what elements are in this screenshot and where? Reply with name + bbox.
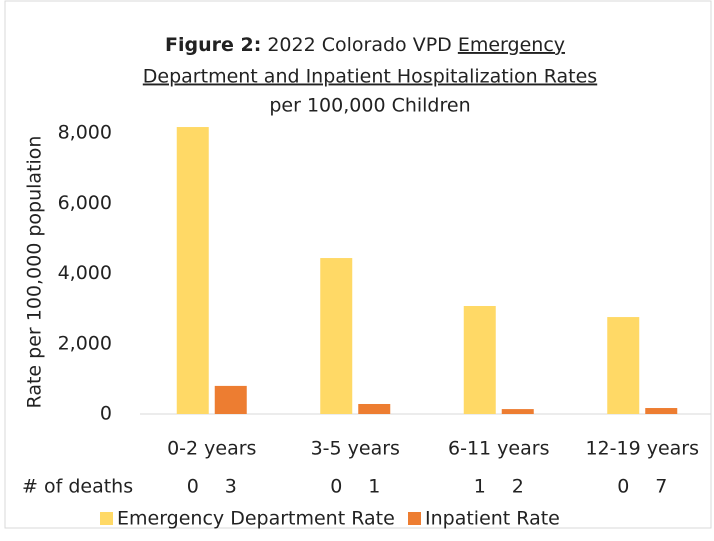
- title-label: Figure 2:: [165, 34, 261, 56]
- bar: [320, 258, 353, 414]
- bar: [358, 403, 391, 414]
- title-subtitle: per 100,000 Children: [269, 95, 470, 117]
- deaths-count: 0: [187, 476, 199, 498]
- deaths-count: 7: [655, 476, 667, 498]
- y-tick-label: 0: [100, 403, 112, 425]
- legend-swatch: [100, 512, 113, 525]
- x-tick-label: 12-19 years: [585, 438, 699, 460]
- chart-frame: [4, 0, 712, 529]
- legend-label: Inpatient Rate: [425, 508, 560, 530]
- bar: [176, 127, 209, 414]
- deaths-count: 2: [512, 476, 524, 498]
- legend-label: Emergency Department Rate: [117, 508, 395, 530]
- bar: [214, 385, 247, 414]
- bar: [645, 408, 678, 414]
- deaths-count: 0: [330, 476, 342, 498]
- y-tick-label: 2,000: [58, 332, 112, 354]
- bar: [607, 317, 640, 414]
- bar: [463, 305, 496, 414]
- title-underlined: Emergency: [458, 34, 565, 56]
- title-underlined: Department and Inpatient Hospitalization…: [143, 66, 597, 88]
- deaths-label: # of deaths: [22, 476, 133, 498]
- y-tick-label: 6,000: [58, 192, 112, 214]
- y-axis-label: Rate per 100,000 population: [24, 136, 46, 409]
- legend-swatch: [408, 512, 421, 525]
- deaths-count: 0: [617, 476, 629, 498]
- x-tick-label: 6-11 years: [448, 438, 549, 460]
- x-tick-label: 3-5 years: [311, 438, 400, 460]
- y-tick-label: 4,000: [58, 262, 112, 284]
- chart-title-line: Figure 2: 2022 Colorado VPD Emergency: [165, 34, 565, 56]
- deaths-count: 1: [474, 476, 486, 498]
- deaths-count: 1: [368, 476, 380, 498]
- x-tick-label: 0-2 years: [167, 438, 256, 460]
- bar: [501, 409, 534, 414]
- y-tick-label: 8,000: [58, 122, 112, 144]
- deaths-count: 3: [225, 476, 237, 498]
- title-text: 2022 Colorado VPD: [267, 34, 451, 56]
